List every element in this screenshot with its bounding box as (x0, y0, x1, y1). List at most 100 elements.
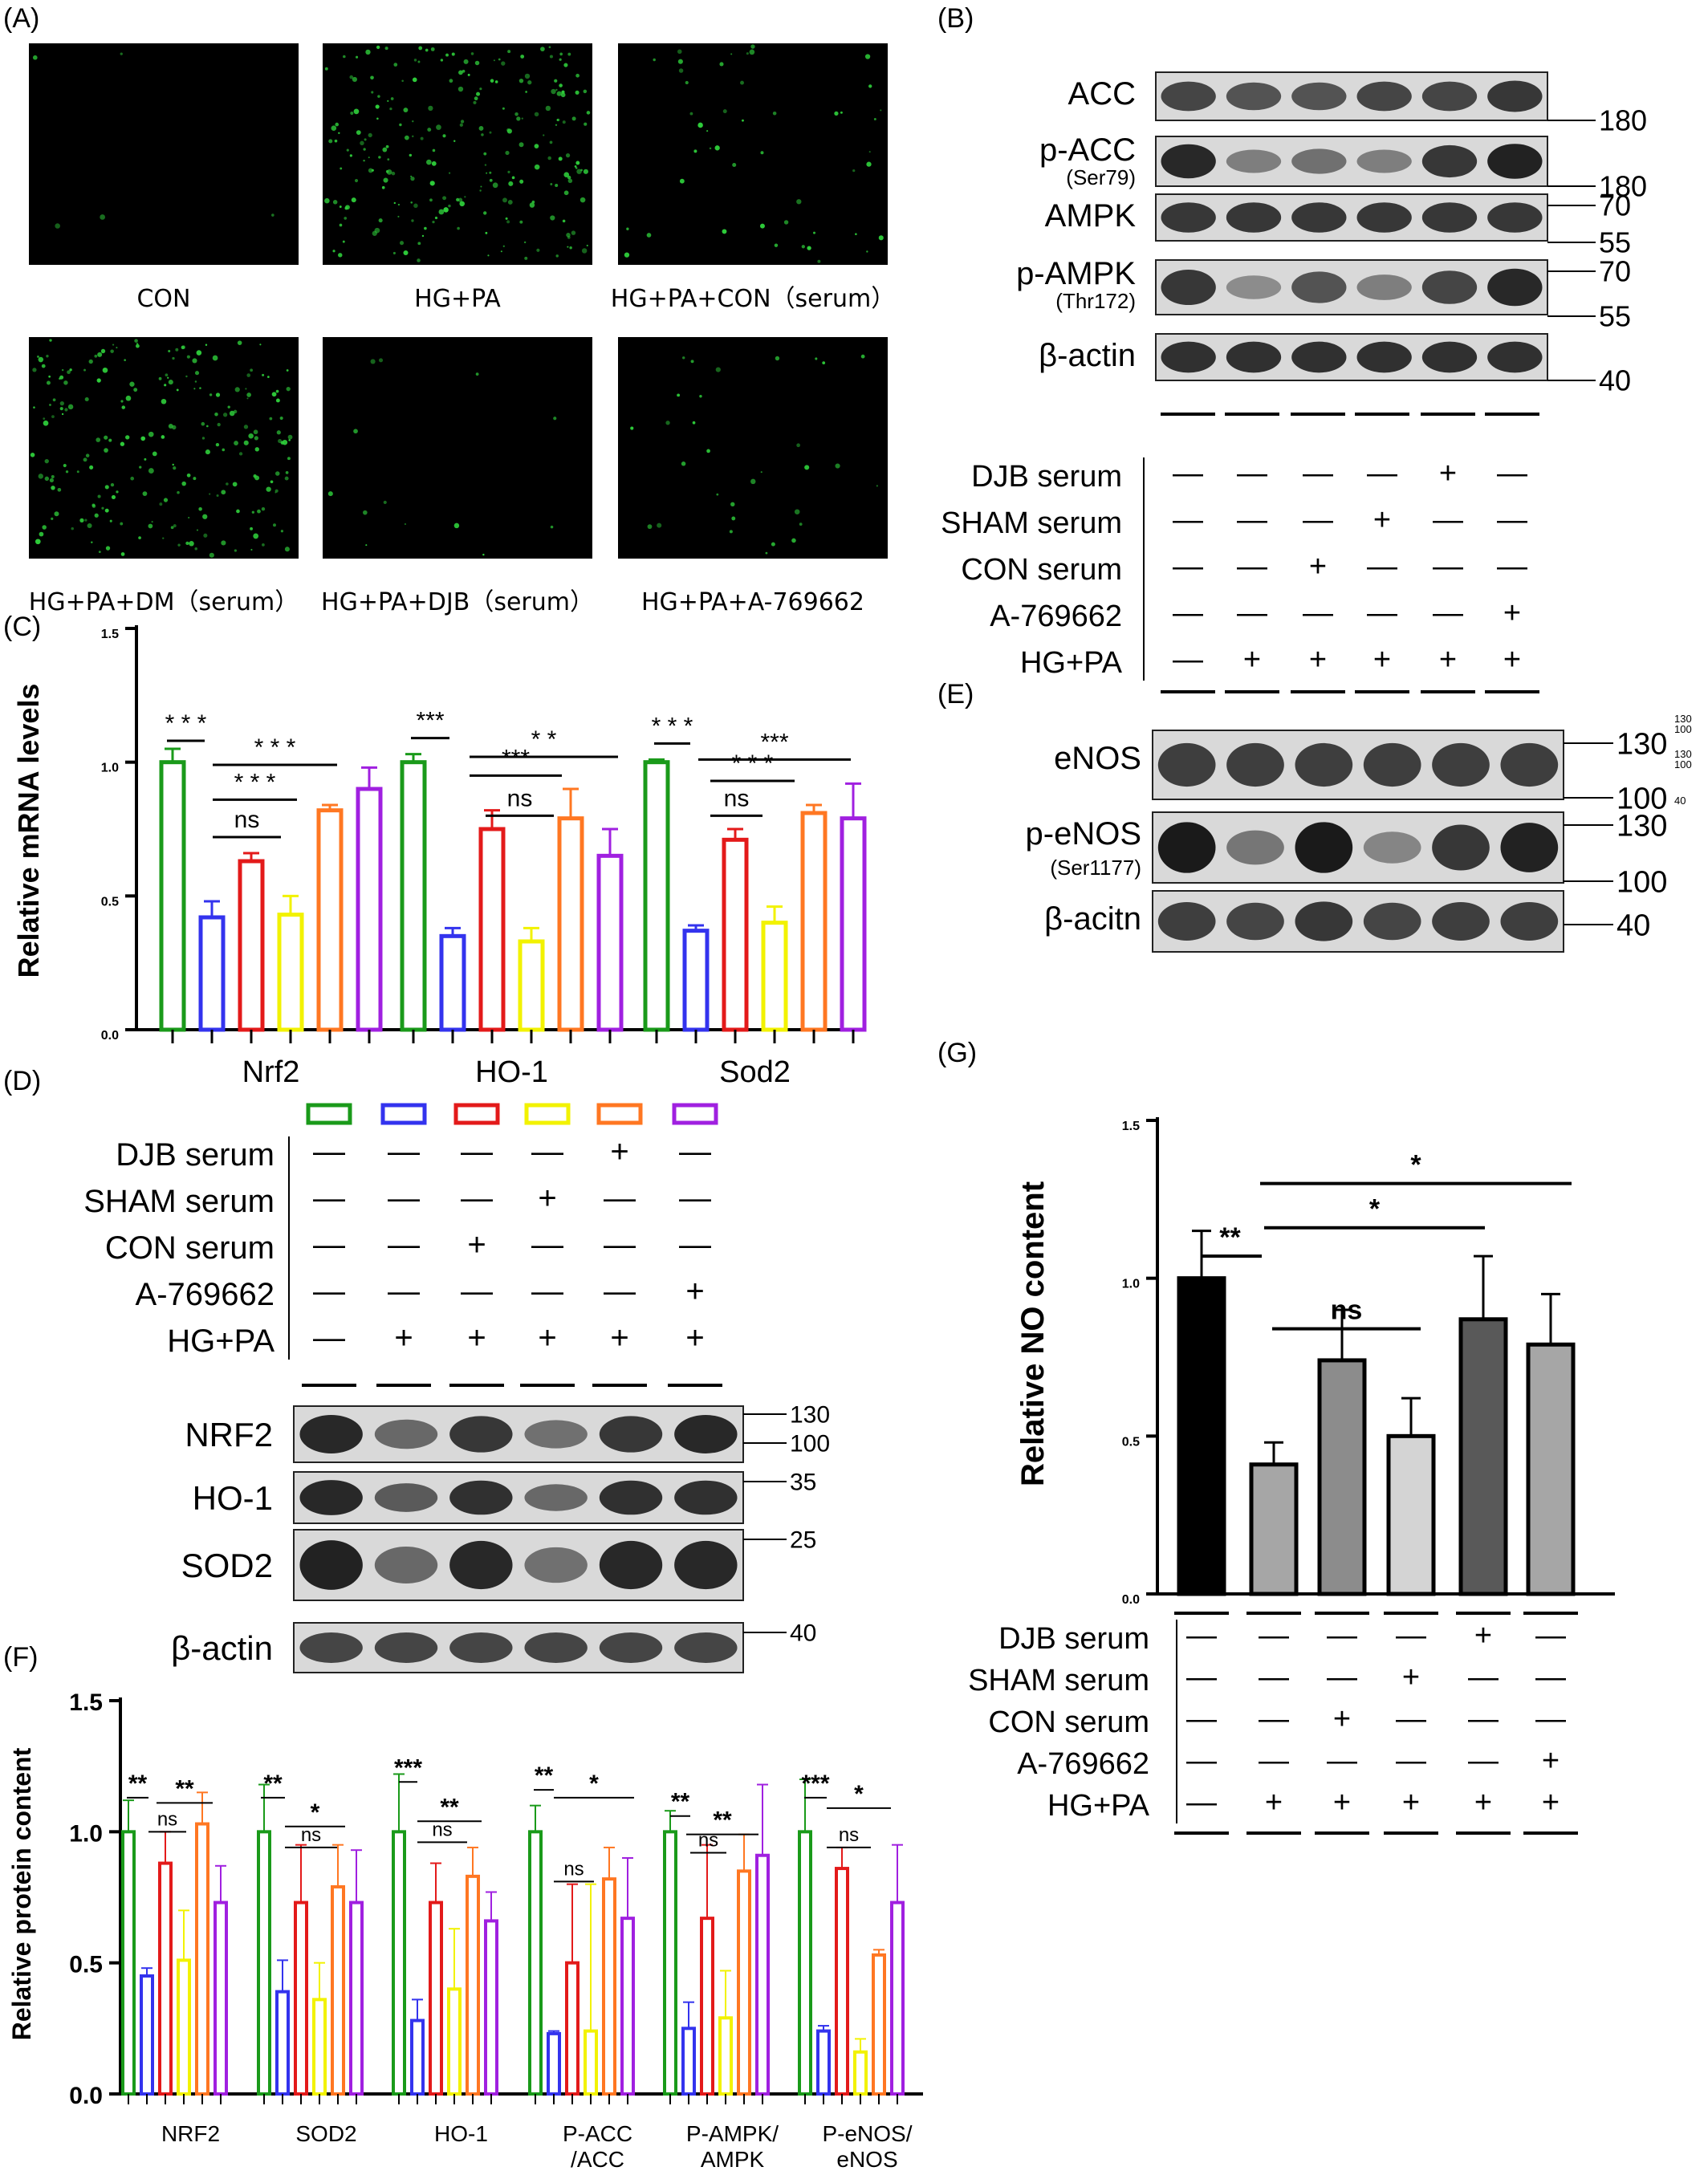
panel-c-mrna-chart: 0.0 0.5 1.0 1.5 Relative mRNA levels Nrf2 HO-1… (12, 625, 867, 1089)
fluorescent-cell (83, 368, 86, 372)
blot-3 (293, 1622, 744, 1673)
fluorescent-cell (417, 258, 421, 262)
fluorescent-cell (575, 90, 580, 95)
treatment-mark: + (394, 1320, 413, 1356)
fluorescent-cell (383, 177, 388, 183)
blot-band (449, 1540, 513, 1590)
fluorescent-cell (257, 509, 261, 514)
fluorescent-cell (35, 539, 41, 545)
bar-yellow (518, 939, 545, 1032)
fluorescent-cell (344, 206, 348, 210)
fluorescent-cell (732, 163, 737, 168)
fluorescent-cell (519, 179, 524, 184)
category-label: SOD2 (295, 2121, 356, 2146)
no-bar (1526, 1342, 1576, 1596)
bar-red (429, 1901, 443, 2096)
treatment-mark: — (679, 1227, 711, 1262)
fluorescent-cell (185, 375, 188, 378)
significance-label: ** (440, 1794, 459, 1820)
fluorescent-cell (193, 388, 196, 390)
blot-1 (293, 1471, 744, 1524)
fluorescent-cell (120, 441, 125, 446)
legend-swatch-blue (380, 1103, 427, 1125)
blot-band (1500, 742, 1559, 787)
fluorescent-cell (558, 157, 563, 161)
fluorescent-cell (214, 412, 218, 417)
fluorescent-cell (799, 522, 803, 526)
bar-orange (331, 1884, 345, 2096)
fluorescent-cell (222, 413, 228, 417)
fluorescent-cell (473, 100, 477, 104)
blot-band (1161, 202, 1216, 233)
fluorescent-cell (536, 248, 540, 252)
fluorescent-cell (148, 468, 154, 474)
fluorescent-cell (681, 461, 686, 466)
y-tick-label: 0.5 (1122, 1435, 1140, 1449)
fluorescent-cell (85, 453, 90, 457)
fluorescent-cell (774, 243, 779, 247)
treatment-label: CON serum (961, 553, 1122, 587)
fluorescent-cell (445, 53, 449, 57)
fluorescent-cell (697, 122, 703, 128)
fluorescent-cell (261, 506, 266, 511)
fluorescent-cell (42, 525, 47, 530)
bar-yellow (718, 2016, 733, 2096)
treatment-mark: — (1497, 457, 1527, 490)
fluorescent-cell (584, 122, 588, 126)
fluorescent-cell (38, 474, 43, 479)
treatment-mark: — (679, 1181, 711, 1216)
fluorescent-cell (332, 200, 338, 205)
treatment-mark: + (1333, 1702, 1351, 1736)
micrograph-caption: HG+PA+CON（serum） (611, 285, 895, 313)
y-axis-label: Relative mRNA levels (12, 684, 45, 978)
y-tick-label: 0.5 (101, 895, 119, 909)
fluorescent-cell (453, 522, 460, 529)
blot-band (1161, 81, 1216, 112)
fluorescent-cell (502, 245, 505, 247)
blot-band (299, 1540, 363, 1590)
fluorescent-cell (274, 489, 279, 493)
blot-name: p-eNOS (1026, 816, 1142, 852)
fluorescent-cell (420, 136, 424, 140)
fluorescent-cell (193, 477, 197, 481)
fluorescent-cell (52, 398, 56, 402)
fluorescent-cell (375, 104, 380, 109)
blot-band (1157, 822, 1216, 873)
blot-band (1487, 80, 1543, 112)
treatment-label: A-769662 (990, 600, 1122, 633)
fluorescent-cell (196, 529, 198, 531)
bar-purple (596, 853, 624, 1032)
treatment-mark: — (313, 1134, 345, 1169)
bar-red (238, 859, 265, 1032)
panel-f-protein-chart: 0.0 0.5 1.0 1.5 Relative protein content NRF2… (7, 1689, 923, 2172)
fluorescent-cell (30, 453, 35, 457)
bar-green (528, 1830, 543, 2096)
micrograph-caption: HG+PA+A-769662 (641, 588, 864, 616)
fluorescent-cell (376, 45, 380, 50)
blot-band (1421, 341, 1478, 373)
fluorescent-cell (409, 153, 413, 157)
fluorescent-cell (813, 231, 816, 234)
bar-yellow (177, 1958, 191, 2096)
fluorescent-cell (274, 471, 280, 476)
treatment-mark: + (685, 1274, 704, 1309)
blot-band (1226, 82, 1282, 111)
fluorescent-cell (531, 200, 535, 204)
treatment-mark: + (1402, 1661, 1420, 1694)
fluorescent-cell (679, 178, 685, 184)
blot-band (1226, 275, 1282, 299)
fluorescent-cell (731, 516, 736, 521)
fluorescent-cell (864, 54, 871, 59)
fluorescent-cell (775, 356, 780, 361)
category-label: P-eNOS/ (822, 2121, 912, 2146)
fluorescent-cell (124, 359, 126, 361)
fluorescent-cell (286, 369, 289, 372)
fluorescent-cell (158, 376, 162, 380)
blot-1 (1155, 136, 1548, 187)
fluorescent-cell (586, 244, 588, 247)
significance-label: ns (432, 1819, 452, 1840)
fluorescent-cell (796, 443, 800, 448)
fluorescent-cell (144, 457, 147, 461)
fluorescent-cell (266, 486, 271, 492)
